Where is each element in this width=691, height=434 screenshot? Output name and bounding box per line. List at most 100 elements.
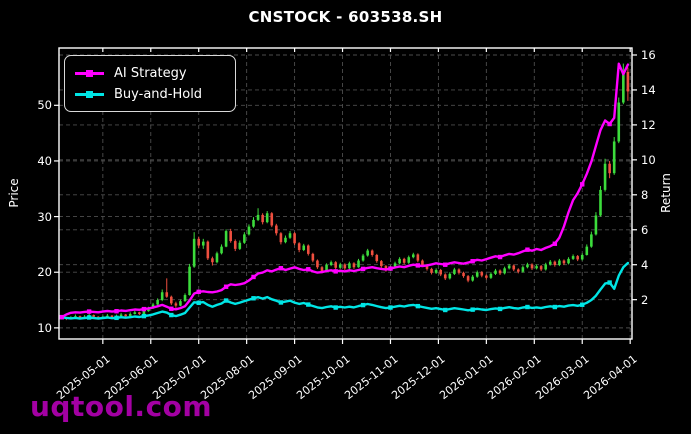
candle-body xyxy=(275,225,278,234)
candle-body xyxy=(398,258,401,264)
candle-body xyxy=(603,163,607,190)
candle-body xyxy=(361,255,365,261)
candle-body xyxy=(626,71,630,92)
buy-and-hold-line-marker xyxy=(552,304,558,310)
candle-body xyxy=(466,276,470,281)
candle-body xyxy=(138,312,141,314)
candle-body xyxy=(457,269,461,273)
candle-body xyxy=(211,258,214,263)
candle-body xyxy=(617,102,621,142)
ai-strategy-line-marker xyxy=(223,284,229,289)
ai-strategy-line-marker xyxy=(306,267,311,272)
candle-body xyxy=(580,254,584,260)
buy-and-hold-line-marker xyxy=(333,305,338,310)
candle-body xyxy=(233,241,237,249)
legend-label: AI Strategy xyxy=(114,66,187,81)
ai-strategy-line-marker xyxy=(470,259,475,264)
buy-and-hold-line-swatch xyxy=(75,90,104,98)
candle-body xyxy=(343,264,347,269)
buy-and-hold-line-marker xyxy=(470,307,475,312)
watermark: uqtool.com xyxy=(30,390,213,423)
return-tick-label: 8 xyxy=(641,187,649,202)
ai-strategy-line-marker xyxy=(607,121,612,127)
candle-body xyxy=(192,238,196,267)
buy-and-hold-line xyxy=(60,261,630,320)
candle-body xyxy=(170,296,173,304)
legend-item-buy-and-hold: Buy-and-Hold xyxy=(75,84,225,105)
candle-body xyxy=(480,272,484,276)
candle-body xyxy=(503,268,506,274)
candle-body xyxy=(188,266,191,296)
buy-and-hold-line-marker xyxy=(169,312,174,318)
candle-body xyxy=(238,242,242,249)
candle-body xyxy=(430,268,433,273)
candle-body xyxy=(526,264,529,268)
candle-body xyxy=(498,270,502,274)
candle-body xyxy=(293,233,296,244)
candle-body xyxy=(412,254,415,258)
ai-strategy-line-marker xyxy=(59,314,64,320)
return-tick-label: 14 xyxy=(641,82,656,97)
ai-strategy-line-marker xyxy=(360,266,366,272)
candle-body xyxy=(544,264,548,270)
candle-body xyxy=(320,267,324,272)
candle-body xyxy=(106,315,109,317)
candle-body xyxy=(92,315,95,317)
return-tick-label: 2 xyxy=(641,292,649,307)
candle-body xyxy=(142,311,146,314)
price-tick-label: 20 xyxy=(37,265,52,280)
ai-strategy-line-marker xyxy=(580,182,585,187)
candle-body xyxy=(348,263,351,269)
candle-body xyxy=(329,262,333,265)
candle-body xyxy=(443,274,447,279)
price-tick-label: 50 xyxy=(37,98,52,113)
candle-body xyxy=(338,264,342,268)
candle-body xyxy=(311,253,315,261)
candle-body xyxy=(622,71,625,103)
candle-body xyxy=(494,270,497,274)
legend-label: Buy-and-Hold xyxy=(114,87,203,102)
candle-body xyxy=(316,260,319,268)
ai-strategy-line-marker xyxy=(443,262,448,267)
candle-body xyxy=(279,233,283,243)
candle-body xyxy=(571,256,575,259)
candle-body xyxy=(288,233,292,238)
candle-body xyxy=(252,219,255,227)
ai-strategy-line-marker xyxy=(388,266,393,271)
candle-body xyxy=(306,245,310,254)
candle-body xyxy=(462,272,465,277)
candle-body xyxy=(380,261,383,267)
candle-body xyxy=(562,260,566,264)
candle-body xyxy=(265,213,269,223)
candle-body xyxy=(183,295,187,302)
candle-body xyxy=(124,314,127,317)
candle-body xyxy=(174,303,178,306)
candle-body xyxy=(608,163,611,174)
candle-body xyxy=(448,273,452,279)
buy-and-hold-line-marker xyxy=(114,315,119,321)
ai-strategy-line-marker xyxy=(251,274,256,280)
ai-strategy-line-marker xyxy=(86,309,92,314)
ai-strategy-line-swatch xyxy=(75,69,104,77)
candle-body xyxy=(439,270,442,275)
candle-body xyxy=(119,314,123,317)
buy-and-hold-line-marker xyxy=(196,300,201,306)
buy-and-hold-line-marker xyxy=(388,305,393,310)
buy-and-hold-line-marker xyxy=(278,300,284,305)
candle-body xyxy=(553,261,557,265)
candle-body xyxy=(128,313,132,317)
candle-body xyxy=(302,245,306,250)
candle-body xyxy=(590,234,593,247)
candle-body xyxy=(215,253,219,263)
candle-body xyxy=(110,315,114,318)
buy-and-hold-line-marker xyxy=(223,298,229,303)
ai-strategy-line xyxy=(60,62,630,319)
return-tick-label: 16 xyxy=(641,47,656,62)
candle-body xyxy=(284,237,287,243)
price-tick-label: 40 xyxy=(37,153,52,168)
ai-strategy-line-marker xyxy=(525,247,530,252)
ai-strategy-line-marker xyxy=(552,241,558,246)
return-tick-label: 4 xyxy=(641,257,649,272)
ai-strategy-line-marker xyxy=(141,306,147,312)
candle-body xyxy=(197,238,201,246)
